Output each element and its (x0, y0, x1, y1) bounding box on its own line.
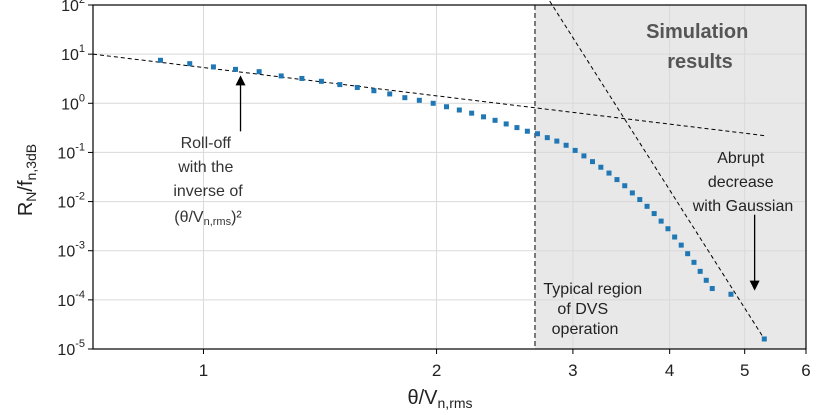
data-point (387, 91, 393, 97)
data-point (524, 128, 530, 134)
data-point (590, 159, 596, 165)
rolloff-line-3: inverse of (173, 183, 243, 200)
data-point (233, 66, 239, 72)
y-axis-label-mid: /f (15, 180, 37, 192)
data-point (337, 82, 343, 88)
typical-region-annotation: Typical region of DVS operation (543, 281, 646, 338)
typical-line-1: Typical region (543, 281, 642, 298)
data-point (443, 104, 449, 110)
y-axis-label-main: R (15, 202, 37, 216)
x-tick-label: 6 (801, 361, 810, 380)
data-point (637, 197, 643, 203)
data-point (354, 84, 360, 90)
data-point (644, 203, 650, 209)
data-point (503, 121, 509, 127)
data-point (622, 183, 628, 189)
data-point (598, 164, 604, 170)
rolloff-annotation: Roll-off with the inverse of (173, 135, 243, 200)
data-point (651, 211, 657, 217)
data-point (210, 64, 216, 70)
rolloff-line-2: with the (177, 159, 233, 176)
data-point (678, 242, 684, 248)
data-point (614, 177, 620, 183)
data-point (430, 100, 436, 106)
y-tick-label: 10-1 (57, 141, 85, 162)
data-point (256, 69, 262, 75)
x-axis-label: θ/Vn,rms (407, 387, 472, 411)
data-point (629, 190, 635, 196)
data-point (492, 117, 498, 123)
inverse-square-rolloff-line (92, 53, 765, 137)
y-tick-label: 102 (61, 0, 85, 15)
simulation-results-label: Simulation results (646, 21, 754, 73)
reference-lines (92, 0, 765, 340)
data-point (187, 61, 193, 67)
data-point (278, 73, 284, 79)
data-point (685, 251, 691, 257)
x-axis-label-main: θ/V (407, 387, 438, 409)
data-point (299, 75, 305, 81)
x-tick-label: 2 (432, 361, 441, 380)
data-point (456, 107, 462, 113)
data-point (481, 114, 487, 120)
data-point (606, 170, 612, 176)
data-point (563, 142, 569, 148)
data-point (402, 95, 408, 101)
x-axis-ticks: 1 2 3 4 5 6 (199, 349, 811, 380)
x-tick-label: 1 (199, 361, 208, 380)
data-point (697, 268, 703, 274)
y-axis-label-sub1: N (23, 192, 39, 202)
data-point (581, 153, 587, 159)
y-tick-label: 100 (61, 92, 85, 113)
data-point (514, 125, 520, 131)
x-axis-label-subscript: n,rms (438, 395, 473, 411)
gaussian-asymptote-line (549, 0, 765, 340)
data-point (544, 135, 550, 141)
data-point (318, 78, 324, 84)
data-point (665, 226, 671, 232)
x-tick-label: 5 (740, 361, 749, 380)
abrupt-line-2: decrease (708, 174, 774, 191)
data-point (761, 336, 767, 342)
data-point (554, 138, 560, 144)
rolloff-line-1: Roll-off (181, 135, 232, 152)
data-point (534, 131, 540, 137)
data-point (703, 277, 709, 283)
data-point (691, 259, 697, 265)
typical-line-2: of DVS (557, 301, 608, 318)
data-points (157, 57, 767, 342)
abrupt-line-1: Abrupt (717, 150, 765, 167)
typical-line-3: operation (552, 321, 619, 338)
data-point (469, 110, 475, 116)
y-tick-label: 10-5 (57, 338, 85, 359)
data-point (157, 57, 163, 63)
x-tick-label: 3 (568, 361, 577, 380)
abrupt-decrease-annotation: Abrupt decrease with Gaussian (692, 150, 794, 215)
data-point (672, 234, 678, 240)
y-axis-ticks: 102 101 100 10-1 10-2 10-3 10-4 10-5 (57, 0, 93, 359)
y-tick-label: 101 (61, 43, 85, 64)
x-tick-label: 4 (665, 361, 674, 380)
simulation-line-1: Simulation (646, 21, 748, 43)
y-axis-label-sub2: n,3dB (23, 144, 39, 181)
simulation-line-2: results (667, 51, 733, 73)
y-axis-label: RN/fn,3dB (15, 144, 39, 216)
data-point (709, 286, 715, 292)
data-point (658, 218, 664, 224)
data-point (416, 97, 422, 103)
rolloff-formula: (θ/Vn,rms)² (174, 209, 242, 228)
data-point (572, 147, 578, 153)
data-point (371, 88, 377, 94)
typical-dvs-region-shading (534, 5, 806, 349)
data-point (728, 291, 734, 297)
rolloff-formula-sub: n,rms (204, 216, 232, 228)
y-tick-label: 10-4 (57, 289, 85, 310)
rolloff-formula-open: (θ/V (174, 209, 204, 226)
abrupt-line-3: with Gaussian (692, 198, 794, 215)
y-tick-label: 10-2 (57, 191, 85, 212)
plot-frame (92, 4, 807, 350)
y-tick-label: 10-3 (57, 240, 85, 261)
rolloff-formula-close: )² (231, 209, 242, 226)
